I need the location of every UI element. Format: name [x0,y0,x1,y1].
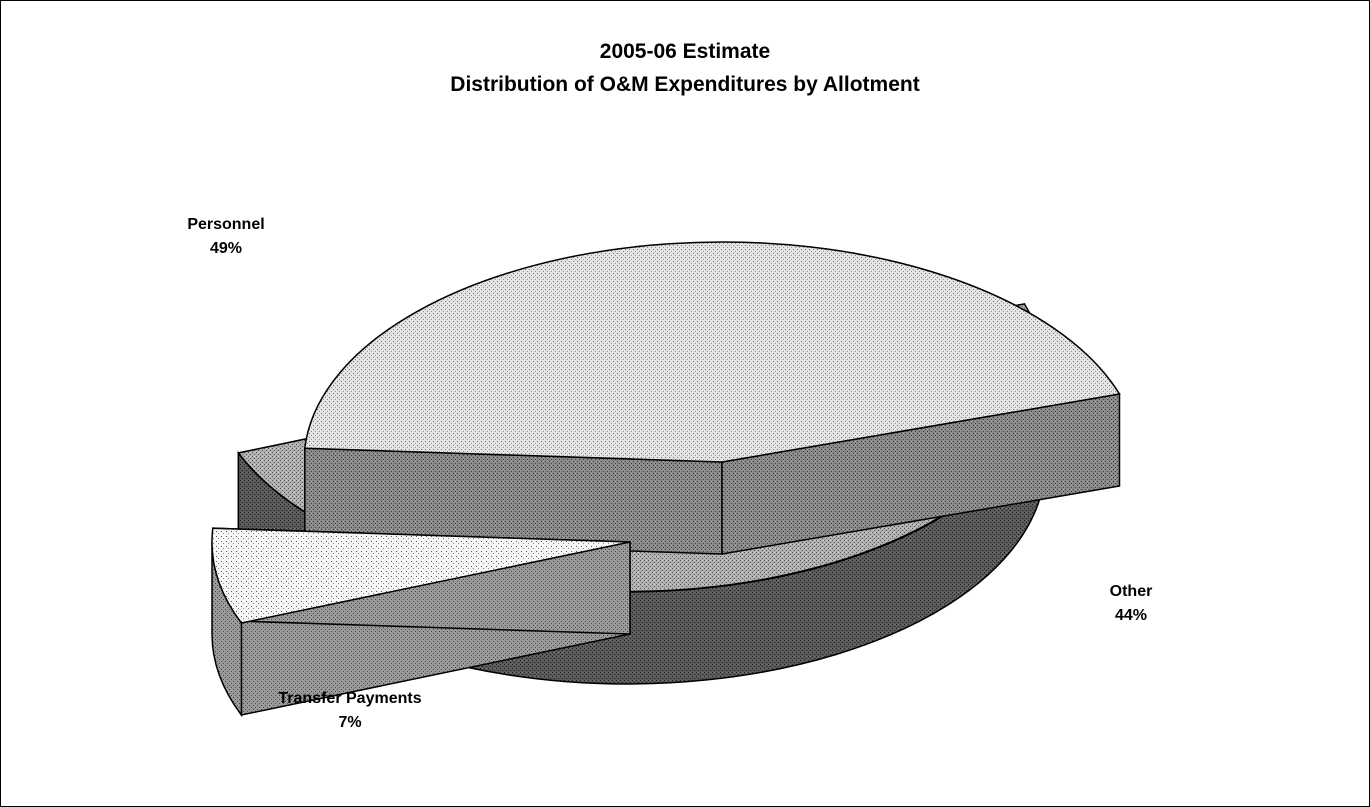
label-transfer-payments-percent: 7% [338,714,361,731]
pie-labels: Personnel 49% Transfer Payments 7% Other 44% [187,216,1152,731]
chart-title: 2005-06 Estimate [599,40,771,63]
slice-transfer-payments [211,527,631,624]
label-transfer-payments-name: Transfer Payments [278,690,421,707]
label-other-name: Other [1110,583,1153,600]
label-personnel-percent: 49% [210,240,242,257]
pie-slices [211,241,1121,718]
label-personnel-name: Personnel [187,216,264,233]
chart-subtitle: Distribution of O&M Expenditures by Allo… [450,73,920,96]
label-other-percent: 44% [1115,607,1147,624]
slice-other [303,241,1121,463]
